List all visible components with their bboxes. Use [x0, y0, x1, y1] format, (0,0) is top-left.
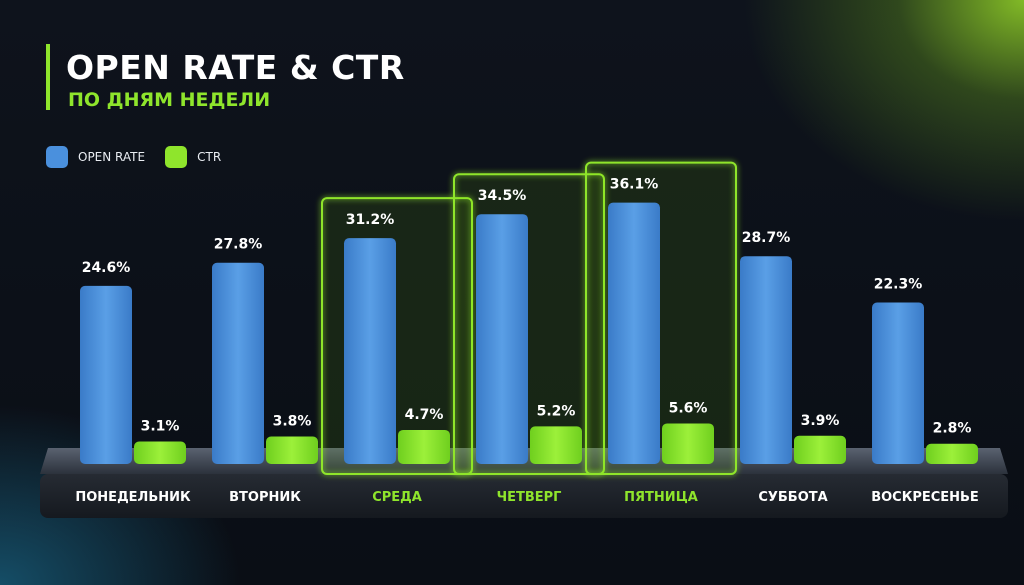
chart-subtitle: ПО ДНЯМ НЕДЕЛИ — [68, 89, 271, 111]
bar-ctr-0 — [134, 441, 186, 464]
data-label-open-rate-4: 36.1% — [610, 177, 659, 193]
legend-item-ctr: CTR — [165, 146, 221, 168]
bar-open-rate-1 — [212, 262, 264, 464]
bar-ctr-4 — [662, 423, 714, 464]
bar-ctr-5 — [794, 435, 846, 464]
category-label-6: ВОСКРЕСЕНЬЕ — [871, 490, 979, 505]
data-label-open-rate-1: 27.8% — [214, 237, 263, 253]
data-label-ctr-6: 2.8% — [933, 421, 972, 437]
legend-item-open-rate: OPEN RATE — [46, 146, 145, 168]
bar-ctr-1 — [266, 436, 318, 464]
category-label-0: ПОНЕДЕЛЬНИК — [75, 490, 191, 505]
data-label-ctr-3: 5.2% — [537, 403, 576, 419]
bar-open-rate-5 — [740, 256, 792, 464]
category-label-1: ВТОРНИК — [229, 490, 301, 505]
bar-open-rate-0 — [80, 285, 132, 464]
title-accent-bar — [46, 44, 50, 110]
data-label-open-rate-6: 22.3% — [874, 277, 923, 293]
bar-ctr-6 — [926, 443, 978, 464]
category-label-4: ПЯТНИЦА — [624, 490, 698, 505]
data-label-ctr-2: 4.7% — [405, 407, 444, 423]
category-label-3: ЧЕТВЕРГ — [497, 490, 562, 505]
bar-ctr-3 — [530, 426, 582, 464]
data-label-ctr-1: 3.8% — [273, 413, 312, 429]
legend-label-open-rate: OPEN RATE — [78, 150, 146, 164]
legend: OPEN RATE CTR — [46, 146, 241, 168]
data-label-open-rate-0: 24.6% — [82, 260, 131, 276]
bar-open-rate-4 — [608, 202, 660, 465]
data-label-open-rate-5: 28.7% — [742, 230, 791, 246]
bar-open-rate-3 — [476, 214, 528, 464]
legend-swatch-open-rate — [46, 146, 68, 168]
legend-swatch-ctr — [165, 146, 188, 168]
data-label-ctr-4: 5.6% — [669, 400, 708, 416]
data-label-ctr-0: 3.1% — [141, 419, 180, 435]
category-label-2: СРЕДА — [372, 490, 422, 505]
data-label-open-rate-2: 31.2% — [346, 212, 395, 228]
bar-open-rate-2 — [344, 238, 396, 464]
data-label-ctr-5: 3.9% — [801, 413, 840, 429]
data-label-open-rate-3: 34.5% — [478, 188, 527, 204]
chart-title: OPEN RATE & CTR — [66, 48, 405, 87]
bar-open-rate-6 — [872, 302, 924, 464]
category-label-5: СУББОТА — [758, 490, 827, 505]
bar-ctr-2 — [398, 429, 450, 464]
legend-label-ctr: CTR — [197, 150, 222, 164]
